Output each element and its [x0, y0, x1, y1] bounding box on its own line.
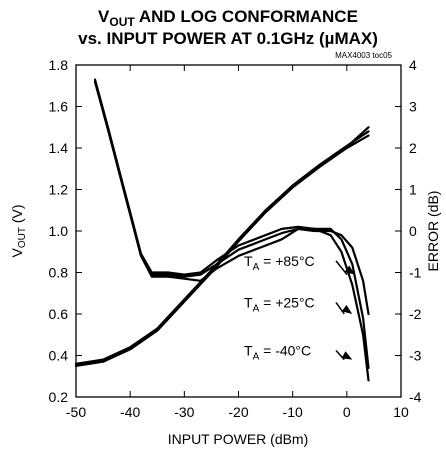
x-tick-label: -10 [283, 404, 303, 420]
x-tick-label: -40 [120, 404, 140, 420]
y-axis-left: 0.2 0.4 0.6 0.8 1.0 1.2 1.4 1.6 1.8 [49, 57, 82, 405]
y2-tick-label: 3 [409, 99, 417, 115]
figure-id: MAX4003 toc05 [335, 51, 392, 60]
error-series-line-6 [93, 80, 370, 382]
annotations: TA = +85°C TA = +25°C TA = -40°C [244, 253, 355, 363]
x-tick-label: -20 [228, 404, 248, 420]
y2-tick-label: 0 [409, 223, 417, 239]
x-tick-label: -30 [174, 404, 194, 420]
chart-title-line1: VOUT AND LOG CONFORMANCE [98, 7, 358, 29]
x-tick-label: 0 [343, 404, 351, 420]
vout-series-line-3 [74, 126, 370, 366]
y-tick-label: 0.2 [49, 389, 69, 405]
annotation-arrow [335, 260, 348, 276]
annotation-arrowhead [341, 351, 353, 360]
vout-series-line-2 [74, 130, 370, 365]
y2-tick-label: -2 [409, 306, 422, 322]
error-series-line-5 [93, 78, 370, 369]
y-tick-label: 0.8 [49, 265, 69, 281]
temperature-label: TA = -40°C [244, 343, 311, 363]
y-tick-label: 1.2 [49, 182, 69, 198]
y2-tick-label: -3 [409, 348, 422, 364]
annotation-arrow [335, 301, 345, 315]
x-axis: -50 -40 -30 -20 -10 0 10 [66, 65, 409, 420]
y2-axis-label: ERROR (dB) [425, 191, 441, 272]
y-axis-label: VOUT (V) [9, 204, 28, 257]
y-tick-label: 0.4 [49, 348, 69, 364]
y-tick-label: 1.0 [49, 223, 69, 239]
y-tick-label: 1.6 [49, 99, 69, 115]
plot-frame [75, 64, 402, 398]
y2-tick-label: 1 [409, 182, 417, 198]
annotation-arrowhead [341, 304, 353, 314]
annotation-arrowhead [344, 265, 355, 275]
y2-tick-label: 4 [409, 57, 417, 73]
temperature-label: TA = +85°C [244, 253, 315, 273]
y-tick-label: 1.8 [49, 57, 69, 73]
y2-tick-label: -4 [409, 389, 422, 405]
series-layer [74, 78, 370, 382]
x-tick-label: 10 [393, 404, 409, 420]
y-tick-label: 1.4 [49, 140, 69, 156]
chart-title-line2: vs. INPUT POWER AT 0.1GHz (µMAX) [78, 29, 378, 48]
x-tick-label: -50 [66, 404, 86, 420]
y2-tick-label: -1 [409, 265, 422, 281]
error-series-line-4 [93, 80, 370, 316]
y-axis-right: -4 -3 -2 -1 0 1 2 3 4 [395, 57, 422, 405]
y-tick-label: 0.6 [49, 306, 69, 322]
temperature-label: TA = +25°C [244, 294, 315, 314]
x-axis-label: INPUT POWER (dBm) [168, 431, 309, 447]
y2-tick-label: 2 [409, 140, 417, 156]
